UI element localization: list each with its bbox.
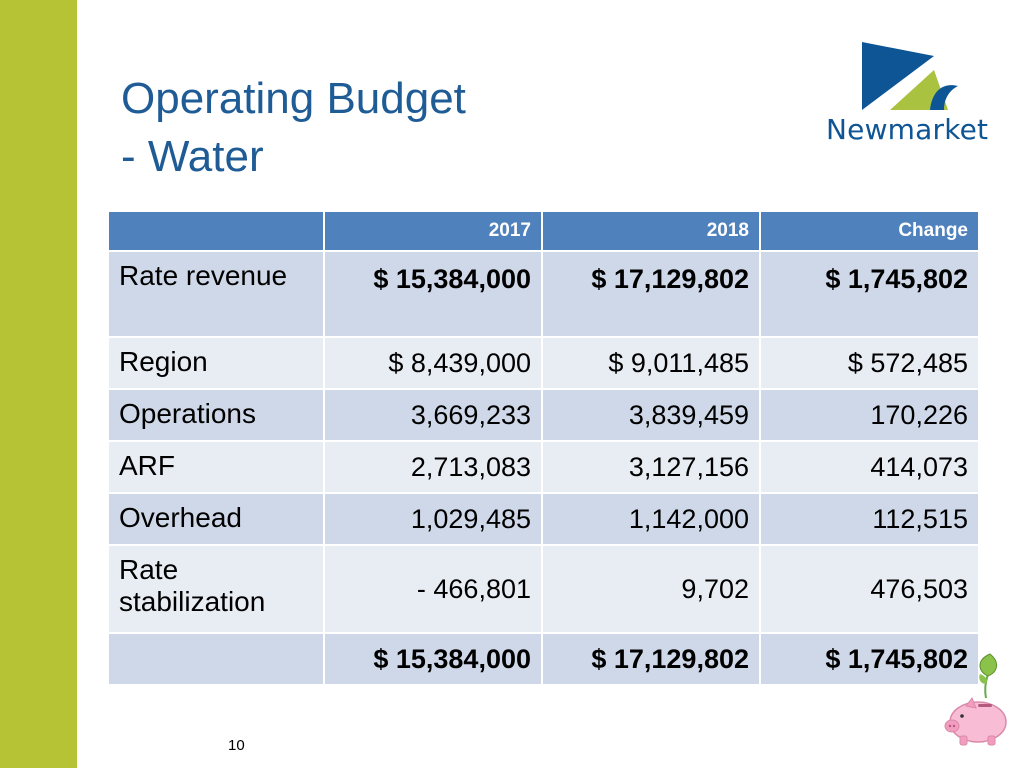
cell-2017: 3,669,233 — [323, 388, 543, 442]
piggy-eye — [960, 714, 964, 718]
table-row: Region $ 8,439,000 $ 9,011,485 $ 572,485 — [107, 336, 980, 390]
piggy-leaf — [979, 653, 997, 677]
row-label: Rate revenue — [107, 250, 325, 338]
row-label: Region — [107, 336, 325, 390]
slide-title-line-2: - Water — [121, 132, 264, 181]
piggy-leg — [987, 735, 996, 746]
cell-2018: $ 17,129,802 — [541, 632, 761, 686]
cell-change: 414,073 — [759, 440, 980, 494]
header-2017: 2017 — [323, 210, 543, 252]
header-empty — [107, 210, 325, 252]
cell-2018: 3,839,459 — [541, 388, 761, 442]
logo-arc — [930, 85, 958, 110]
table-row: Rate stabilization - 466,801 9,702 476,5… — [107, 544, 980, 634]
cell-2018: 1,142,000 — [541, 492, 761, 546]
table-header-row: 2017 2018 Change — [107, 210, 980, 252]
newmarket-logo: Newmarket — [826, 40, 989, 150]
table-total-row: $ 15,384,000 $ 17,129,802 $ 1,745,802 — [107, 632, 980, 686]
piggy-stem — [984, 673, 989, 699]
piggy-nostril — [952, 724, 956, 728]
slide-title: Operating Budget - Water — [121, 70, 466, 186]
table-row: Rate revenue $ 15,384,000 $ 17,129,802 $… — [107, 250, 980, 338]
cell-2018: 9,702 — [541, 544, 761, 634]
cell-2017: $ 15,384,000 — [323, 250, 543, 338]
cell-change: $ 1,745,802 — [759, 632, 980, 686]
piggy-snout — [944, 719, 960, 733]
table-row: Overhead 1,029,485 1,142,000 112,515 — [107, 492, 980, 546]
logo-blue-flag — [862, 42, 934, 110]
row-label: ARF — [107, 440, 325, 494]
cell-change: $ 572,485 — [759, 336, 980, 390]
cell-change: 112,515 — [759, 492, 980, 546]
piggy-body — [949, 701, 1007, 743]
header-change: Change — [759, 210, 980, 252]
cell-2017: $ 8,439,000 — [323, 336, 543, 390]
cell-2017: $ 15,384,000 — [323, 632, 543, 686]
table-row: ARF 2,713,083 3,127,156 414,073 — [107, 440, 980, 494]
cell-2017: 1,029,485 — [323, 492, 543, 546]
cell-2018: 3,127,156 — [541, 440, 761, 494]
row-label: Overhead — [107, 492, 325, 546]
piggy-nostril — [948, 724, 952, 728]
piggy-bank-icon — [944, 653, 1007, 746]
piggy-leg — [959, 735, 968, 746]
logo-text: Newmarket — [826, 113, 989, 146]
row-label: Operations — [107, 388, 325, 442]
cell-change: $ 1,745,802 — [759, 250, 980, 338]
slide-title-line-1: Operating Budget — [121, 74, 466, 123]
piggy-leaf-small — [979, 674, 987, 684]
newmarket-logo-icon — [862, 42, 958, 110]
piggy-coin-slot — [978, 704, 992, 707]
cell-2017: - 466,801 — [323, 544, 543, 634]
header-2018: 2018 — [541, 210, 761, 252]
cell-change: 476,503 — [759, 544, 980, 634]
accent-bar — [0, 0, 77, 768]
cell-2018: $ 17,129,802 — [541, 250, 761, 338]
row-label: Rate stabilization — [107, 544, 325, 634]
cell-2018: $ 9,011,485 — [541, 336, 761, 390]
budget-table: 2017 2018 Change Rate revenue $ 15,384,0… — [107, 210, 980, 686]
row-label — [107, 632, 325, 686]
cell-2017: 2,713,083 — [323, 440, 543, 494]
cell-change: 170,226 — [759, 388, 980, 442]
table-row: Operations 3,669,233 3,839,459 170,226 — [107, 388, 980, 442]
page-number: 10 — [228, 737, 245, 754]
piggy-ear — [965, 696, 977, 709]
